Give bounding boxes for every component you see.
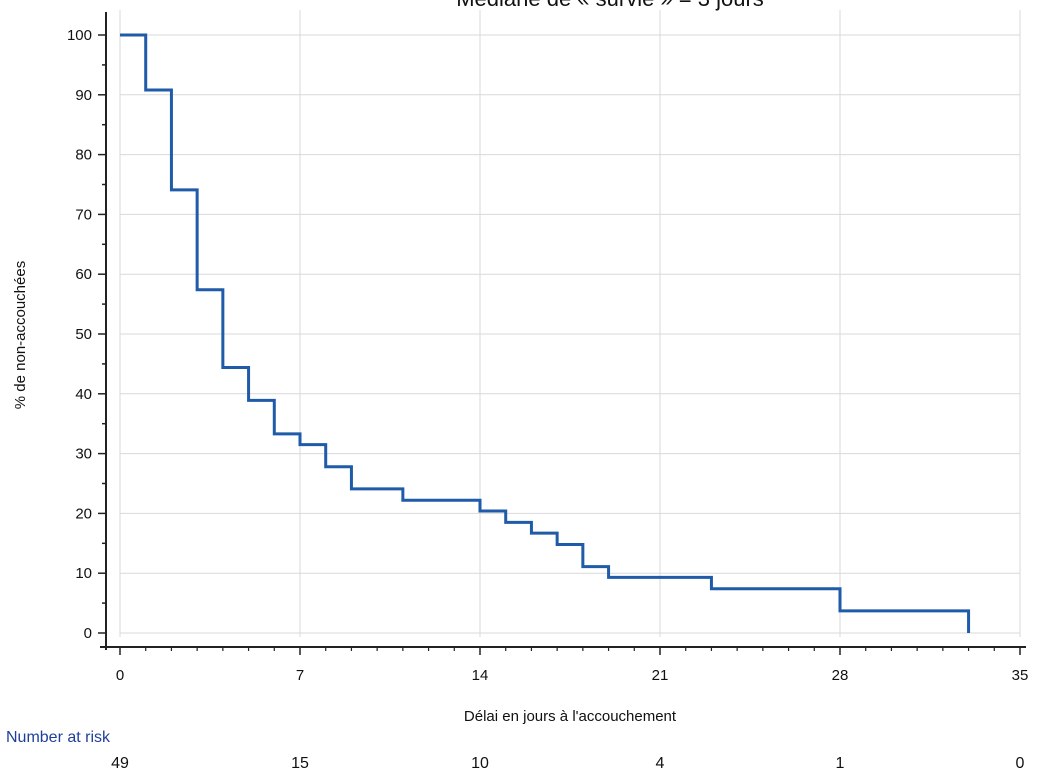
x-tick-label: 35 [1012,667,1029,684]
y-tick-label: 0 [84,625,92,642]
x-ticks: 0 7 14 21 28 35 [116,647,1029,684]
y-tick-label: 30 [75,446,92,463]
y-ticks: 0 10 20 30 40 50 60 70 80 90 100 [67,27,106,642]
survival-curve [120,33,971,633]
y-tick-label: 20 [75,505,92,522]
y-axis-title: % de non-accouchées [12,261,29,409]
y-tick-label: 90 [75,87,92,104]
x-tick-label: 21 [652,667,669,684]
x-tick-label: 0 [116,667,124,684]
y-tick-label: 100 [67,27,92,44]
x-tick-label: 28 [832,667,849,684]
risk-table: 49 15 10 4 1 0 [111,755,1024,772]
risk-value: 15 [291,755,309,772]
risk-value: 1 [836,755,845,772]
risk-value: 49 [111,755,129,772]
risk-value: 4 [656,755,665,772]
axes [100,12,1026,650]
y-tick-label: 60 [75,266,92,283]
y-tick-label: 80 [75,147,92,164]
y-tick-label: 50 [75,326,92,343]
y-tick-label: 70 [75,206,92,223]
risk-value: 10 [471,755,489,772]
y-tick-label: 10 [75,565,92,582]
x-tick-label: 7 [296,667,304,684]
grid [119,10,1021,637]
chart-title: Médiane de « survie » = 3 jours [456,0,764,11]
x-axis-title: Délai en jours à l'accouchement [464,708,677,725]
y-tick-label: 40 [75,386,92,403]
x-tick-label: 14 [472,667,489,684]
risk-value: 0 [1016,755,1025,772]
number-at-risk-title: Number at risk [6,729,111,746]
